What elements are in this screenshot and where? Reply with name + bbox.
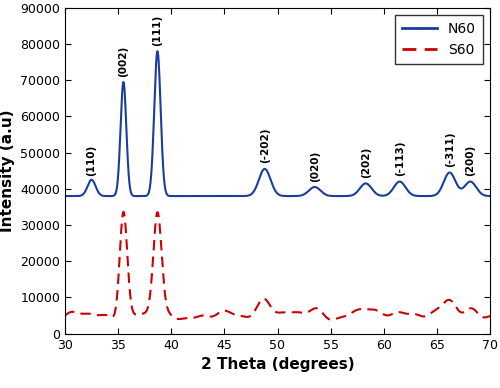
N60 bbox=[80, 192, 86, 197]
Text: (200): (200) bbox=[466, 145, 475, 176]
N60 bbox=[62, 194, 68, 198]
N60 bbox=[487, 194, 493, 198]
S60 bbox=[120, 210, 126, 214]
N60 bbox=[270, 184, 276, 188]
Text: (110): (110) bbox=[86, 145, 97, 176]
Text: (020): (020) bbox=[310, 150, 320, 182]
Text: (-311): (-311) bbox=[444, 132, 454, 167]
S60 bbox=[146, 303, 152, 308]
N60 bbox=[182, 194, 188, 198]
N60 bbox=[64, 194, 70, 198]
Text: (-113): (-113) bbox=[394, 141, 404, 176]
Y-axis label: Intensity (a.u): Intensity (a.u) bbox=[0, 109, 14, 232]
S60 bbox=[328, 317, 334, 322]
S60 bbox=[487, 314, 493, 318]
X-axis label: 2 Theta (degrees): 2 Theta (degrees) bbox=[200, 357, 354, 372]
Legend: N60, S60: N60, S60 bbox=[396, 15, 483, 64]
Line: S60: S60 bbox=[65, 212, 490, 320]
Text: (-202): (-202) bbox=[260, 128, 270, 163]
Text: (202): (202) bbox=[360, 147, 370, 178]
S60 bbox=[62, 313, 68, 318]
Line: N60: N60 bbox=[65, 51, 490, 196]
N60 bbox=[154, 49, 160, 54]
S60 bbox=[270, 307, 276, 312]
N60 bbox=[146, 191, 152, 196]
Text: (002): (002) bbox=[118, 45, 128, 76]
N60 bbox=[464, 180, 470, 185]
Text: (111): (111) bbox=[152, 14, 162, 46]
S60 bbox=[80, 312, 86, 316]
S60 bbox=[464, 307, 470, 312]
S60 bbox=[88, 312, 94, 316]
S60 bbox=[64, 312, 70, 316]
N60 bbox=[88, 178, 94, 183]
